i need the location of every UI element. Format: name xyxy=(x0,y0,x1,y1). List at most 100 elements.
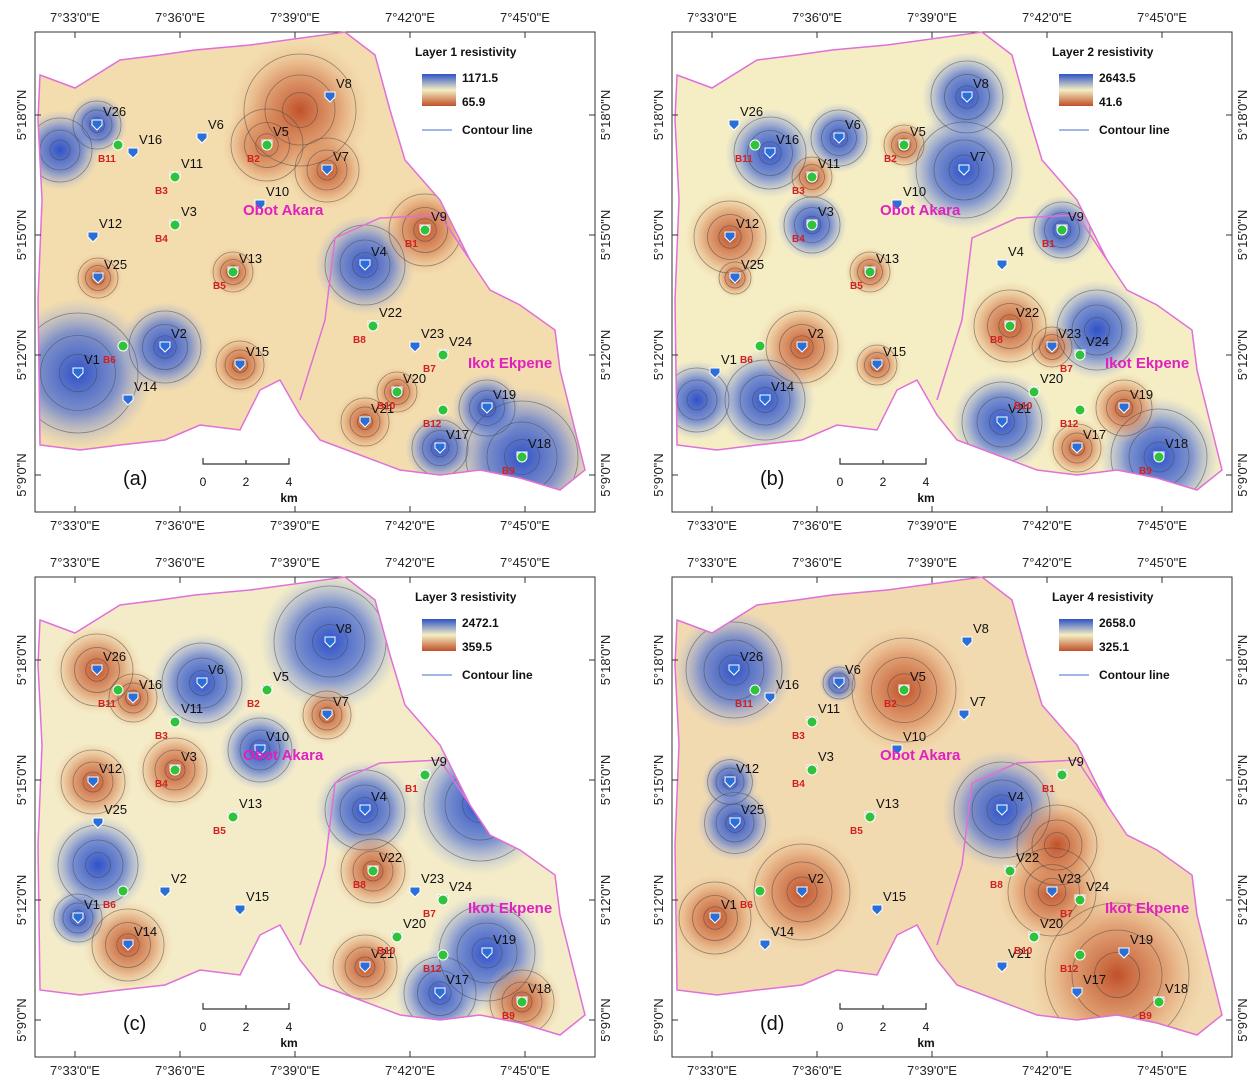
scale-bar-label: 0 xyxy=(837,1020,844,1034)
ves-station-label: V5 xyxy=(273,669,289,684)
borehole-marker xyxy=(170,717,180,727)
ves-station-label: V6 xyxy=(208,662,224,677)
borehole-marker xyxy=(899,140,909,150)
borehole-label: B5 xyxy=(850,281,863,292)
borehole-marker xyxy=(750,685,760,695)
borehole-marker xyxy=(1075,895,1085,905)
x-tick-label: 7°45'0"E xyxy=(500,10,550,25)
x-tick-label: 7°42'0"E xyxy=(1022,1063,1072,1078)
borehole-label: B11 xyxy=(98,154,116,165)
x-tick-label: 7°33'0"E xyxy=(687,1063,737,1078)
x-tick-label: 7°45'0"E xyxy=(500,518,550,533)
ves-station-label: V26 xyxy=(103,104,126,119)
ves-station-label: V10 xyxy=(903,184,926,199)
ves-station-label: V6 xyxy=(845,117,861,132)
borehole-label: B10 xyxy=(1014,401,1033,412)
figure: 7°33'0"E7°33'0"E7°36'0"E7°36'0"E7°39'0"E… xyxy=(0,0,1254,1082)
borehole-marker xyxy=(1057,225,1067,235)
borehole-label: B2 xyxy=(247,699,260,710)
x-tick-label: 7°45'0"E xyxy=(1137,555,1187,570)
ves-station-label: V11 xyxy=(818,701,840,716)
ves-station-label: V13 xyxy=(876,251,899,266)
borehole-marker xyxy=(262,140,272,150)
panel-label: (c) xyxy=(123,1013,146,1035)
legend-color-ramp xyxy=(1059,619,1093,651)
ves-station-label: V10 xyxy=(266,184,289,199)
x-tick-label: 7°39'0"E xyxy=(270,1063,320,1078)
ves-station-label: V25 xyxy=(741,257,764,272)
ves-station-label: V10 xyxy=(266,729,289,744)
ves-station-label: V4 xyxy=(371,244,387,259)
x-tick-label: 7°42'0"E xyxy=(1022,10,1072,25)
ves-station-label: V15 xyxy=(883,889,906,904)
ves-station-label: V7 xyxy=(970,694,986,709)
ves-station-label: V16 xyxy=(776,677,799,692)
ves-station-label: V24 xyxy=(1086,879,1109,894)
ves-station-label: V2 xyxy=(171,871,187,886)
legend-title: Layer 1 resistivity xyxy=(415,45,517,59)
ves-station-label: V15 xyxy=(246,344,269,359)
borehole-marker xyxy=(113,685,123,695)
legend-color-ramp xyxy=(422,74,456,106)
x-tick-label: 7°39'0"E xyxy=(270,555,320,570)
x-tick-label: 7°42'0"E xyxy=(385,10,435,25)
borehole-marker xyxy=(1154,452,1164,462)
town-label: Obot Akara xyxy=(243,747,324,764)
legend-max: 2658.0 xyxy=(1099,616,1136,630)
map-panel: 7°33'0"E7°33'0"E7°36'0"E7°36'0"E7°39'0"E… xyxy=(3,10,613,533)
y-tick-label: 5°18'0"N xyxy=(598,635,613,686)
legend-max: 2472.1 xyxy=(462,616,499,630)
borehole-marker xyxy=(118,341,128,351)
borehole-label: B4 xyxy=(792,779,805,790)
ves-station-label: V22 xyxy=(379,305,402,320)
borehole-label: B6 xyxy=(103,900,116,911)
town-label: Ikot Ekpene xyxy=(1105,355,1189,372)
x-tick-label: 7°42'0"E xyxy=(385,1063,435,1078)
ves-station-label: V9 xyxy=(431,209,447,224)
borehole-marker xyxy=(262,685,272,695)
borehole-label: B8 xyxy=(990,880,1003,891)
ves-station-label: V26 xyxy=(103,649,126,664)
legend-title: Layer 3 resistivity xyxy=(415,590,517,604)
ves-station-label: V8 xyxy=(336,76,352,91)
borehole-label: B10 xyxy=(377,946,396,957)
borehole-label: B4 xyxy=(155,779,168,790)
ves-station-label: V25 xyxy=(104,802,127,817)
borehole-label: B10 xyxy=(377,401,396,412)
y-tick-label: 5°9'0"N xyxy=(14,998,29,1041)
x-tick-label: 7°39'0"E xyxy=(907,518,957,533)
borehole-label: B8 xyxy=(353,335,366,346)
legend-min: 325.1 xyxy=(1099,640,1129,654)
borehole-label: B7 xyxy=(1060,364,1073,375)
ves-station-label: V13 xyxy=(239,251,262,266)
y-tick-label: 5°12'0"N xyxy=(651,875,666,926)
x-tick-label: 7°36'0"E xyxy=(155,10,205,25)
ves-station-label: V23 xyxy=(1058,871,1081,886)
x-tick-label: 7°39'0"E xyxy=(907,555,957,570)
borehole-marker xyxy=(1075,350,1085,360)
borehole-label: B1 xyxy=(1042,239,1055,250)
borehole-marker xyxy=(420,225,430,235)
x-tick-label: 7°33'0"E xyxy=(50,1063,100,1078)
borehole-label: B3 xyxy=(155,731,168,742)
borehole-marker xyxy=(438,405,448,415)
ves-station-label: V22 xyxy=(1016,850,1039,865)
ves-station-label: V15 xyxy=(246,889,269,904)
ves-station-label: V1 xyxy=(721,352,737,367)
ves-station-label: V25 xyxy=(104,257,127,272)
borehole-label: B2 xyxy=(884,699,897,710)
borehole-label: B2 xyxy=(884,154,897,165)
borehole-marker xyxy=(517,997,527,1007)
borehole-label: B7 xyxy=(1060,909,1073,920)
ves-station-label: V3 xyxy=(818,204,834,219)
scale-bar-label: 0 xyxy=(200,1020,207,1034)
map-panel: 7°33'0"E7°33'0"E7°36'0"E7°36'0"E7°39'0"E… xyxy=(14,555,613,1078)
y-tick-label: 5°9'0"N xyxy=(598,998,613,1041)
ves-station-label: V4 xyxy=(1008,244,1024,259)
borehole-marker xyxy=(438,895,448,905)
y-tick-label: 5°12'0"N xyxy=(651,330,666,381)
y-tick-label: 5°12'0"N xyxy=(598,330,613,381)
ves-station-label: V8 xyxy=(973,76,989,91)
ves-station-label: V13 xyxy=(876,796,899,811)
legend-title: Layer 4 resistivity xyxy=(1052,590,1154,604)
